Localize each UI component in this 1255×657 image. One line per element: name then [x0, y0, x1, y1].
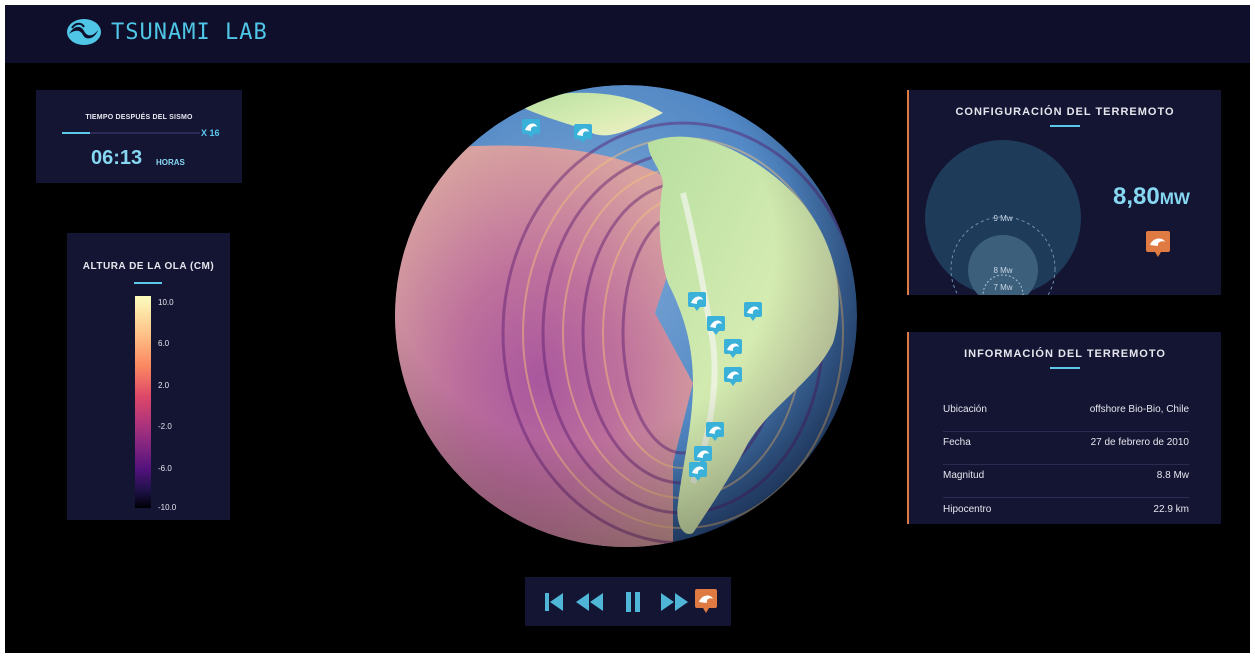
color-scale-bar: [135, 296, 151, 508]
elapsed-time: 06:13: [91, 147, 143, 169]
info-title-underline: [1050, 367, 1080, 369]
top-bar: TSUNAMI LAB: [5, 5, 1250, 63]
config-title-underline: [1050, 125, 1080, 127]
logo[interactable]: TSUNAMI LAB: [65, 17, 268, 47]
info-label: Magnitud: [943, 470, 985, 481]
magnitude-unit: MW: [1159, 189, 1190, 208]
globe-map: [395, 85, 857, 547]
config-title: CONFIGURACIÓN DEL TERREMOTO: [955, 106, 1175, 118]
tide-station-marker-icon[interactable]: [744, 302, 762, 321]
elapsed-time-unit: HORAS: [156, 158, 185, 167]
info-row-magnitude: Magnitud 8.8 Mw: [943, 464, 1189, 498]
tide-station-marker-icon[interactable]: [706, 422, 724, 441]
fast-forward-icon[interactable]: [661, 593, 688, 611]
scale-label: -6.0: [158, 464, 172, 473]
time-slider[interactable]: [62, 132, 200, 134]
speed-multiplier[interactable]: X 16: [201, 128, 220, 138]
info-label: Fecha: [943, 437, 971, 448]
info-row-date: Fecha 27 de febrero de 2010: [943, 431, 1189, 465]
info-value: offshore Bio-Bio, Chile: [1089, 404, 1189, 415]
circle-label-7mw: 7 Mw: [993, 283, 1012, 292]
time-caption: TIEMPO DESPUÉS DEL SISMO: [85, 114, 193, 121]
app-window: TSUNAMI LAB TIEMPO DESPUÉS DEL SISMO X 1…: [5, 5, 1250, 653]
earthquake-info-panel: INFORMACIÓN DEL TERREMOTO Ubicación offs…: [907, 332, 1221, 524]
info-row-hypocenter: Hipocentro 22.9 km: [943, 498, 1189, 531]
globe-view[interactable]: [393, 83, 859, 549]
pause-icon[interactable]: [626, 592, 640, 612]
time-panel: TIEMPO DESPUÉS DEL SISMO X 16 06:13 HORA…: [36, 90, 242, 183]
info-label: Hipocentro: [943, 504, 992, 515]
magnitude-comparison[interactable]: 9 Mw 8 Mw 7 Mw: [909, 90, 1221, 295]
circle-label-9mw: 9 Mw: [993, 214, 1012, 223]
rewind-icon[interactable]: [576, 593, 603, 611]
tsunami-trigger-icon[interactable]: [1145, 230, 1171, 258]
legend-title: ALTURA DE LA OLA (CM): [82, 261, 215, 272]
scale-label: 10.0: [158, 298, 174, 307]
tide-station-marker-icon[interactable]: [724, 339, 742, 358]
tide-station-marker-icon[interactable]: [688, 292, 706, 311]
tide-station-marker-icon[interactable]: [689, 462, 707, 481]
circle-label-8mw: 8 Mw: [993, 266, 1012, 275]
info-value: 27 de febrero de 2010: [1090, 437, 1189, 448]
app-title: TSUNAMI LAB: [111, 19, 268, 45]
tide-station-marker-icon[interactable]: [574, 124, 592, 143]
info-row-location: Ubicación offshore Bio-Bio, Chile: [943, 398, 1189, 432]
scale-label: 6.0: [158, 339, 170, 348]
playback-controls: [525, 577, 731, 626]
tsunami-alert-icon[interactable]: [695, 589, 717, 613]
wave-logo-icon: [67, 19, 101, 45]
info-label: Ubicación: [943, 404, 987, 415]
legend-title-underline: [134, 282, 162, 284]
time-slider-fill: [62, 132, 90, 134]
skip-to-start-icon[interactable]: [545, 593, 563, 611]
scale-label: 2.0: [158, 381, 170, 390]
info-value: 22.9 km: [1153, 504, 1189, 515]
magnitude-value: 8,80MW: [1113, 183, 1190, 211]
info-title: INFORMACIÓN DEL TERREMOTO: [964, 348, 1166, 360]
earthquake-config-panel: CONFIGURACIÓN DEL TERREMOTO 9 Mw 8 Mw 7 …: [907, 90, 1221, 295]
wave-height-legend: ALTURA DE LA OLA (CM) 10.0 6.0 2.0 -2.0 …: [67, 233, 230, 520]
scale-label: -2.0: [158, 422, 172, 431]
scale-label: -10.0: [158, 503, 177, 512]
tide-station-markers: [522, 119, 762, 481]
magnitude-number: 8,80: [1113, 183, 1160, 210]
info-value: 8.8 Mw: [1156, 470, 1189, 481]
tide-station-marker-icon[interactable]: [724, 367, 742, 386]
tide-station-marker-icon[interactable]: [522, 119, 540, 138]
tide-station-marker-icon[interactable]: [707, 316, 725, 335]
